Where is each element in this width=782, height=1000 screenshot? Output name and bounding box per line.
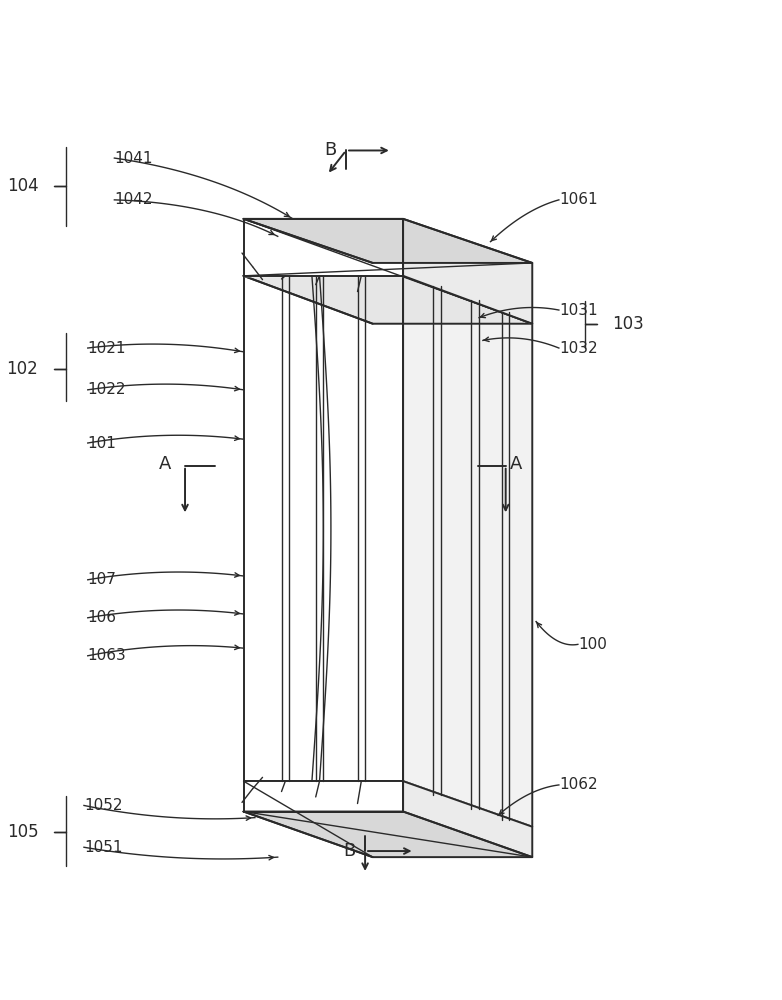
Polygon shape <box>243 812 533 857</box>
Text: B: B <box>324 141 336 159</box>
Text: 1041: 1041 <box>114 151 152 166</box>
Text: 1022: 1022 <box>88 382 126 397</box>
Polygon shape <box>403 276 533 827</box>
Text: A: A <box>159 455 171 473</box>
Polygon shape <box>243 781 403 812</box>
Text: 1052: 1052 <box>84 798 123 813</box>
Polygon shape <box>403 781 533 857</box>
Text: 104: 104 <box>7 177 38 195</box>
Text: 1042: 1042 <box>114 192 152 207</box>
Text: 1021: 1021 <box>88 341 126 356</box>
Text: 1051: 1051 <box>84 840 123 855</box>
Text: 101: 101 <box>88 436 117 451</box>
Text: 102: 102 <box>6 360 38 378</box>
Text: 1031: 1031 <box>559 303 597 318</box>
Text: 107: 107 <box>88 572 117 587</box>
Text: 1061: 1061 <box>559 192 597 207</box>
Polygon shape <box>243 219 533 263</box>
Text: A: A <box>510 455 522 473</box>
Text: 106: 106 <box>88 610 117 625</box>
Text: 1063: 1063 <box>88 648 127 663</box>
Polygon shape <box>243 276 403 781</box>
Text: 100: 100 <box>578 637 607 652</box>
Polygon shape <box>403 219 533 324</box>
Text: 103: 103 <box>612 315 644 333</box>
Polygon shape <box>243 276 533 324</box>
Text: 105: 105 <box>7 823 38 841</box>
Polygon shape <box>243 219 403 276</box>
Text: 1062: 1062 <box>559 777 597 792</box>
Text: B: B <box>343 842 355 860</box>
Text: 1032: 1032 <box>559 341 597 356</box>
